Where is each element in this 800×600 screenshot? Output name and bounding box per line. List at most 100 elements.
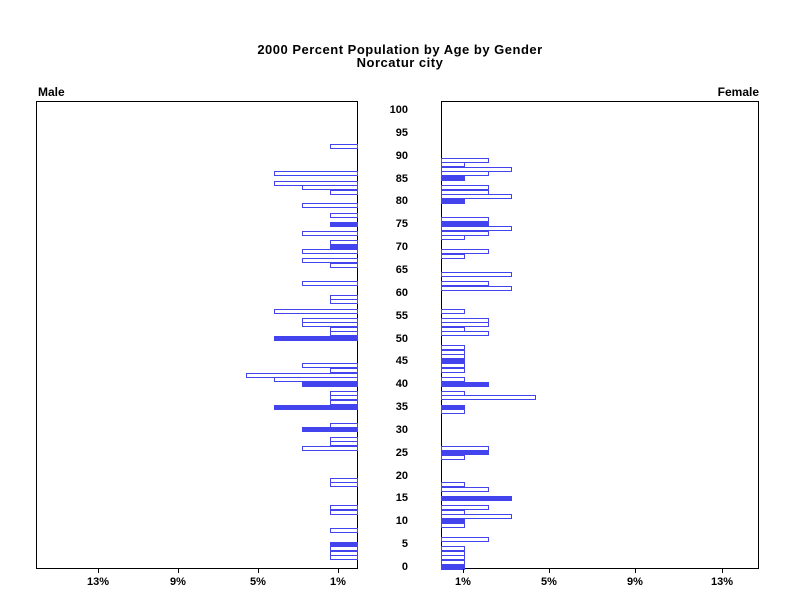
bar-male-age-37 [330,395,358,400]
age-tick-label-60: 60 [395,287,408,299]
age-tick-label-65: 65 [395,264,408,276]
bar-male-age-2 [330,555,358,560]
female-pct-tick-5 [549,569,550,573]
bar-female-age-9 [441,523,465,528]
bar-male-age-69 [302,249,358,254]
female-pct-tick-label-9: 9% [627,576,643,588]
bar-female-age-73 [441,231,489,236]
age-tick-label-80: 80 [395,195,408,207]
age-tick-label-75: 75 [395,218,408,230]
bar-female-age-2 [441,555,465,560]
bar-female-age-68 [441,254,465,259]
bar-male-age-35 [274,405,358,410]
bar-male-age-51 [330,331,358,336]
bar-male-age-44 [302,363,358,368]
bar-female-age-51 [441,331,489,336]
age-tick-label-10: 10 [395,515,408,527]
female-pct-tick-1 [463,569,464,573]
bar-female-age-44 [441,363,465,368]
male-pct-tick-13 [98,569,99,573]
age-tick-label-40: 40 [395,378,408,390]
bar-female-age-34 [441,409,465,414]
age-tick-label-35: 35 [395,401,408,413]
bar-male-age-53 [302,322,358,327]
bar-male-age-71 [330,240,358,245]
bar-female-age-24 [441,455,465,460]
bar-male-age-73 [302,231,358,236]
female-panel-label: Female [717,85,759,99]
age-tick-label-5: 5 [401,538,408,550]
age-tick-label-20: 20 [395,470,408,482]
bar-female-age-76 [441,217,489,222]
bar-male-age-79 [302,203,358,208]
bar-female-age-1 [441,560,465,565]
bar-female-age-61 [441,286,512,291]
bar-male-age-56 [274,309,358,314]
bar-male-age-82 [330,190,358,195]
age-tick-label-50: 50 [395,333,408,345]
age-tick-label-0: 0 [401,561,408,573]
bar-female-age-37 [441,395,536,400]
bar-male-age-8 [330,528,358,533]
bar-male-age-30 [302,427,358,432]
female-pct-tick-label-1: 1% [455,576,471,588]
bar-female-age-17 [441,487,489,492]
age-tick-label-30: 30 [395,424,408,436]
bar-male-age-18 [330,482,358,487]
bar-female-age-25 [441,450,489,455]
male-pct-tick-1 [338,569,339,573]
male-panel-label: Male [38,85,65,99]
male-pct-tick-9 [178,569,179,573]
bar-female-age-0 [441,565,465,570]
male-pct-tick-label-9: 9% [170,576,186,588]
bar-female-age-62 [441,281,489,286]
bar-female-age-86 [441,171,489,176]
female-pct-tick-13 [722,569,723,573]
age-tick-label-85: 85 [395,173,408,185]
chart-title: 2000 Percent Population by Age by Gender [257,42,543,57]
bar-female-age-46 [441,354,465,359]
bar-male-age-27 [330,441,358,446]
age-tick-label-70: 70 [395,241,408,253]
female-pct-tick-label-5: 5% [541,576,557,588]
bar-male-age-12 [330,510,358,515]
bar-female-age-41 [441,377,465,382]
bar-male-age-13 [330,505,358,510]
male-pct-tick-label-5: 5% [250,576,266,588]
bar-female-age-80 [441,199,465,204]
bar-female-age-4 [441,546,465,551]
bar-female-age-13 [441,505,489,510]
bar-male-age-67 [302,258,358,263]
bar-female-age-15 [441,496,512,501]
age-tick-label-100: 100 [389,104,408,116]
bar-female-age-6 [441,537,489,542]
age-tick-label-45: 45 [395,355,408,367]
bar-male-age-4 [330,546,358,551]
bar-male-age-58 [330,299,358,304]
female-pct-tick-label-13: 13% [710,576,734,588]
bar-male-age-92 [330,144,358,149]
age-tick-label-15: 15 [395,492,408,504]
bar-male-age-26 [302,446,358,451]
bar-female-age-88 [441,162,465,167]
bar-female-age-83 [441,185,489,190]
chart-subtitle: Norcatur city [356,55,444,70]
bar-female-age-69 [441,249,489,254]
bar-female-age-89 [441,158,489,163]
bar-female-age-18 [441,482,465,487]
bar-female-age-56 [441,309,465,314]
male-pct-tick-label-1: 1% [330,576,346,588]
male-pct-tick-label-13: 13% [86,576,110,588]
bar-male-age-43 [330,368,358,373]
bar-male-age-75 [330,222,358,227]
bar-female-age-43 [441,368,465,373]
bar-female-age-64 [441,272,512,277]
bar-female-age-11 [441,514,512,519]
bar-female-age-48 [441,345,465,350]
bar-male-age-62 [302,281,358,286]
bar-female-age-72 [441,235,465,240]
female-pct-tick-9 [635,569,636,573]
bar-female-age-74 [441,226,512,231]
bar-male-age-50 [274,336,358,341]
bar-female-age-85 [441,176,465,181]
